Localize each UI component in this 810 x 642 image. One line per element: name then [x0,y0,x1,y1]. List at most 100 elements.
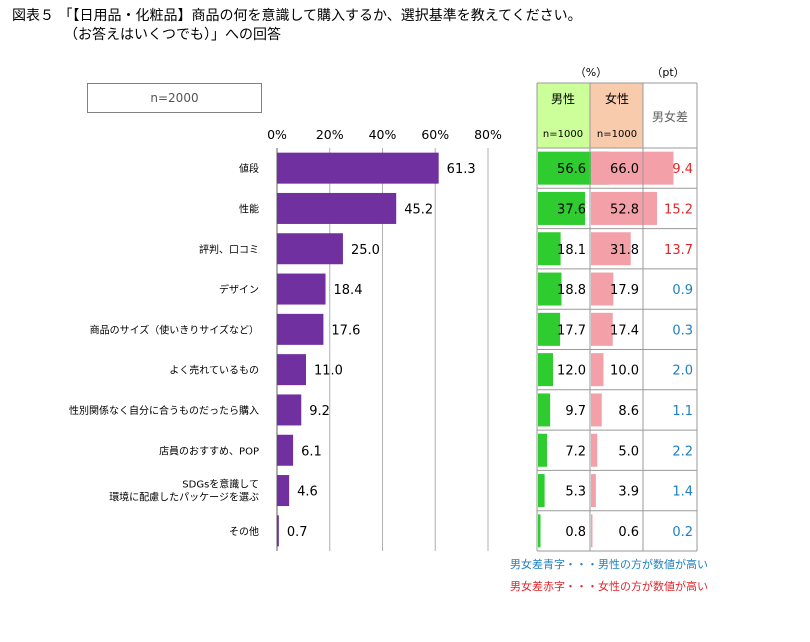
bar [277,152,439,184]
male-bar [538,312,561,346]
male-value: 56.6 [557,162,586,177]
bar [277,192,397,224]
x-tick-label: 40% [369,127,397,142]
category-label: 商品のサイズ（使いきりサイズなど） [90,323,259,336]
sample-size-box: n=2000 [87,83,262,113]
bar [277,233,343,265]
bar [277,434,294,466]
legend-red-note: 男女差赤字・・・女性の方が数値が高い [510,580,708,593]
data-label: 6.1 [301,444,322,459]
diff-value: 1.1 [672,404,693,419]
female-value: 31.8 [610,243,639,258]
diff-value: 13.7 [664,243,693,258]
data-label: 11.0 [314,364,343,379]
male-bar [538,272,562,306]
sample-size-label: n=2000 [150,91,199,105]
unit-percent: （%） [575,66,607,79]
female-bar [591,353,604,387]
x-tick-label: 80% [474,127,502,142]
male-value: 18.1 [557,243,586,258]
female-value: 8.6 [618,404,639,419]
category-label: その他 [229,525,259,538]
diff-value: 0.9 [672,283,693,298]
bar [277,354,307,386]
unit-pt: （pt） [651,66,684,79]
male-value: 18.8 [557,283,586,298]
female-bar [591,433,598,467]
title-line-2: （お答えはいくつでも）」への回答 [64,27,281,43]
x-tick-label: 60% [421,127,449,142]
female-value: 10.0 [610,364,639,379]
female-value: 3.9 [618,485,639,500]
diff-value: 9.4 [672,162,693,177]
bar [277,394,302,426]
male-bar [538,474,545,508]
male-bar [538,191,585,225]
female-value: 5.0 [618,444,639,459]
diff-value: 15.2 [664,202,693,217]
male-bar [538,514,541,548]
category-label: 店員のおすすめ、POP [159,444,259,457]
female-value: 52.8 [610,202,639,217]
diff-value: 0.2 [672,525,693,540]
bar [277,475,290,507]
male-value: 0.8 [565,525,586,540]
female-n: n=1000 [597,129,637,140]
bar [277,313,324,345]
data-label: 45.2 [404,202,433,217]
male-bar [538,433,547,467]
female-bar [591,514,593,548]
data-label: 9.2 [309,404,330,419]
male-n: n=1000 [543,129,583,140]
x-tick-label: 0% [267,127,287,142]
male-header: 男性 [551,92,575,106]
female-bar [591,474,596,508]
male-value: 9.7 [565,404,586,419]
data-label: 25.0 [351,243,380,258]
title-line-1: 図表５ 「【日用品・化粧品】商品の何を意識して購入するか、選択基準を教えてくださ… [12,8,582,24]
data-label: 17.6 [331,323,360,338]
female-value: 17.4 [610,323,639,338]
male-bar [538,232,561,266]
male-value: 7.2 [565,444,586,459]
category-label: よく売れているもの [169,364,259,377]
male-value: 5.3 [565,485,586,500]
chart-title: 図表５ 「【日用品・化粧品】商品の何を意識して購入するか、選択基準を教えてくださ… [12,7,582,45]
category-label: 値段 [239,162,259,175]
category-label: SDGsを意識して環境に配慮したパッケージを選ぶ [109,478,259,504]
data-label: 61.3 [447,162,476,177]
diff-header: 男女差 [652,109,688,124]
male-value: 37.6 [557,202,586,217]
female-bar [591,272,614,306]
female-header-cell [590,83,643,148]
diff-value: 0.3 [672,323,693,338]
legend-blue-note: 男女差青字・・・男性の方が数値が高い [510,558,708,571]
diff-value: 1.4 [672,485,693,500]
bar [277,273,326,305]
male-value: 17.7 [557,323,586,338]
data-label: 4.6 [297,485,318,500]
diff-value: 2.0 [672,364,693,379]
category-label: 性別関係なく自分に合うものだったら購入 [69,404,259,417]
female-header: 女性 [605,91,629,106]
bar [277,515,279,547]
female-bar [591,393,602,427]
data-label: 18.4 [334,283,363,298]
female-bar [591,191,657,225]
female-value: 66.0 [610,162,639,177]
male-bar [538,353,553,387]
data-label: 0.7 [287,525,308,540]
male-header-cell [537,83,590,148]
category-label: 評判、口コミ [199,243,259,256]
x-tick-label: 20% [316,127,344,142]
female-value: 0.6 [618,525,639,540]
male-bar [538,393,551,427]
female-bar [591,151,674,185]
category-label: デザイン [219,283,259,296]
category-label: 性能 [239,202,259,215]
female-value: 17.9 [610,283,639,298]
female-bar [591,232,631,266]
female-bar [591,312,613,346]
male-value: 12.0 [557,364,586,379]
